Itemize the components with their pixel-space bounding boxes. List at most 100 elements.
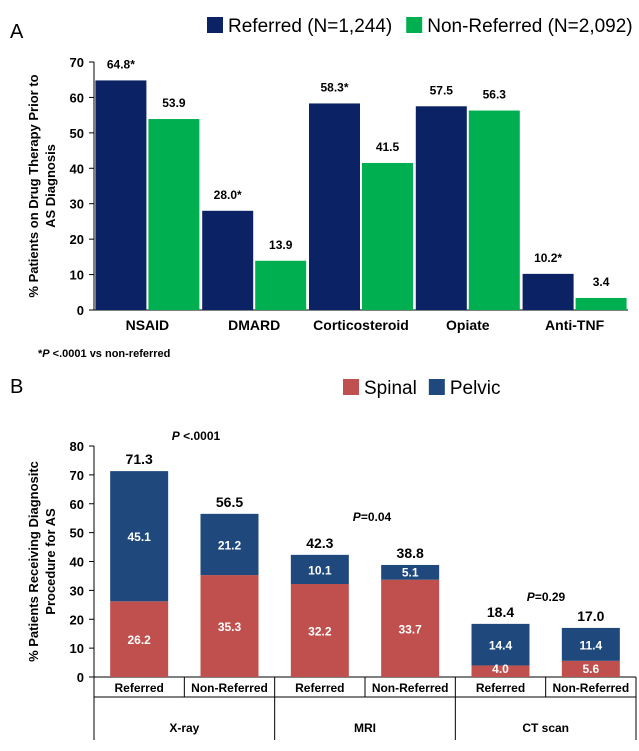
y-tick-label: 0 [77, 303, 84, 318]
data-label-spinal: 35.3 [218, 620, 242, 634]
data-label-pelvic: 21.2 [218, 538, 242, 552]
bar-mri-referred-spinal [290, 584, 349, 677]
panel-label-b: B [10, 376, 23, 398]
legend-swatch-referred [207, 17, 223, 33]
y-tick-label: 70 [70, 55, 84, 70]
y-tick-label: 60 [70, 90, 84, 105]
p-value-text: <.0001 [180, 429, 221, 443]
x-tick-label-anti-tnf: Anti-TNF [545, 317, 605, 333]
bar-corticosteroid-non-referred [362, 162, 413, 310]
data-label-total: 56.5 [216, 494, 243, 510]
footnote-star: * [38, 348, 43, 360]
y-tick-label: 80 [70, 439, 84, 454]
legend-swatch-spinal [343, 379, 359, 395]
bar-ct-scan-non-referred-pelvic [561, 627, 620, 661]
p-value-x-ray: P <.0001 [172, 429, 221, 443]
bar-ct-scan-referred-spinal [471, 665, 530, 677]
data-label-pelvic: 11.4 [579, 638, 602, 652]
data-label-spinal: 5.6 [582, 662, 599, 676]
bar-nsaid-referred [95, 80, 147, 311]
x-tick-label-corticosteroid: Corticosteroid [313, 317, 409, 333]
group-label-ct-scan: CT scan [522, 721, 569, 735]
data-label: 57.5 [430, 83, 454, 97]
panel-label-a: A [10, 21, 24, 43]
y-tick-label: 40 [70, 555, 84, 570]
legend-swatch-pelvic [428, 379, 445, 395]
data-label: 53.9 [162, 96, 186, 110]
y-axis-title-line-2: Procedure for AS [43, 508, 58, 615]
data-label: 41.5 [376, 140, 400, 154]
data-label-total: 38.8 [397, 545, 424, 561]
legend-label-referred: Referred (N=1,244) [228, 16, 392, 37]
panel-a: A Referred (N=1,244) Non-Referred (N=2,092… [10, 16, 633, 360]
p-value-text: =0.04 [361, 510, 392, 524]
data-label: 13.9 [269, 238, 293, 252]
y-tick-label: 0 [77, 670, 84, 685]
data-label-spinal: 26.2 [127, 633, 151, 647]
panel-b: B Spinal Pelvic 0 10 20 30 40 50 60 70 80 % Patients… [10, 376, 637, 740]
p-symbol: P [172, 429, 181, 443]
legend-label-non-referred: Non-Referred (N=2,092) [427, 16, 632, 37]
data-label-total: 18.4 [487, 604, 514, 620]
bar-x-ray-referred-spinal [110, 601, 169, 677]
group-label-mri: MRI [354, 721, 376, 735]
bar-mri-non-referred-spinal [381, 579, 440, 677]
bar-x-ray-referred-pelvic [110, 471, 169, 602]
data-label-pelvic: 14.4 [489, 639, 513, 653]
y-tick-label: 40 [70, 161, 84, 176]
data-label: 3.4 [593, 275, 610, 289]
legend-swatch-non-referred [406, 17, 423, 33]
y-tick-label: 70 [70, 468, 84, 483]
x-tick-label-referred: Referred [476, 681, 525, 695]
bar-dmard-non-referred [255, 260, 307, 310]
bar-mri-referred-pelvic [290, 554, 349, 585]
bar-opiate-non-referred [468, 110, 520, 310]
x-tick-label-opiate: Opiate [446, 317, 490, 333]
y-axis-title-line-1: % Patients on Drug Therapy Prior to [26, 74, 41, 297]
legend-label-spinal: Spinal [364, 378, 417, 399]
bar-x-ray-non-referred-spinal [200, 575, 259, 677]
y-tick-label: 50 [70, 126, 84, 141]
bar-corticosteroid-referred [309, 103, 360, 310]
p-symbol: P [527, 590, 536, 604]
y-axis-title-line-1: % Patients Receiving Diagnositc [26, 461, 41, 662]
x-tick-label-nsaid: NSAID [126, 317, 170, 333]
y-tick-label: 30 [70, 197, 84, 212]
bar-mri-non-referred-pelvic [381, 564, 440, 580]
x-tick-label-referred: Referred [295, 681, 344, 695]
x-tick-label-non-referred: Non-Referred [372, 681, 449, 695]
footnote-text: <.0001 vs non-referred [50, 348, 171, 360]
group-label-x-ray: X-ray [169, 721, 199, 735]
p-symbol: P [353, 510, 362, 524]
data-label-total: 17.0 [577, 608, 604, 624]
data-label: 10.2* [534, 251, 562, 265]
bar-anti-tnf-non-referred [575, 297, 627, 310]
y-axis-title-line-2: AS Diagnosis [43, 144, 58, 228]
data-label-pelvic: 10.1 [308, 563, 332, 577]
data-label-total: 42.3 [306, 535, 333, 551]
p-value-text: =0.29 [535, 590, 566, 604]
y-tick-label: 50 [70, 526, 84, 541]
y-tick-label: 60 [70, 497, 84, 512]
p-value-mri: P=0.04 [353, 510, 392, 524]
bar-x-ray-non-referred-pelvic [200, 513, 259, 576]
y-tick-label: 30 [70, 583, 84, 598]
x-tick-label-non-referred: Non-Referred [552, 681, 629, 695]
footnote-p: P [42, 348, 50, 360]
bar-dmard-referred [202, 210, 254, 310]
legend-label-pelvic: Pelvic [450, 378, 501, 399]
y-tick-label: 10 [70, 268, 84, 283]
x-tick-label-dmard: DMARD [228, 317, 280, 333]
data-label-spinal: 32.2 [308, 625, 332, 639]
data-label-total: 71.3 [126, 451, 153, 467]
x-tick-label-non-referred: Non-Referred [191, 681, 268, 695]
data-label-pelvic: 5.1 [402, 566, 419, 580]
y-tick-label: 10 [70, 641, 84, 656]
bar-ct-scan-referred-pelvic [471, 623, 530, 666]
y-tick-label: 20 [70, 612, 84, 627]
p-value-ct-scan: P=0.29 [527, 590, 566, 604]
data-label: 64.8* [107, 57, 135, 71]
data-label: 58.3* [320, 80, 348, 94]
data-label-spinal: 4.0 [492, 662, 509, 676]
